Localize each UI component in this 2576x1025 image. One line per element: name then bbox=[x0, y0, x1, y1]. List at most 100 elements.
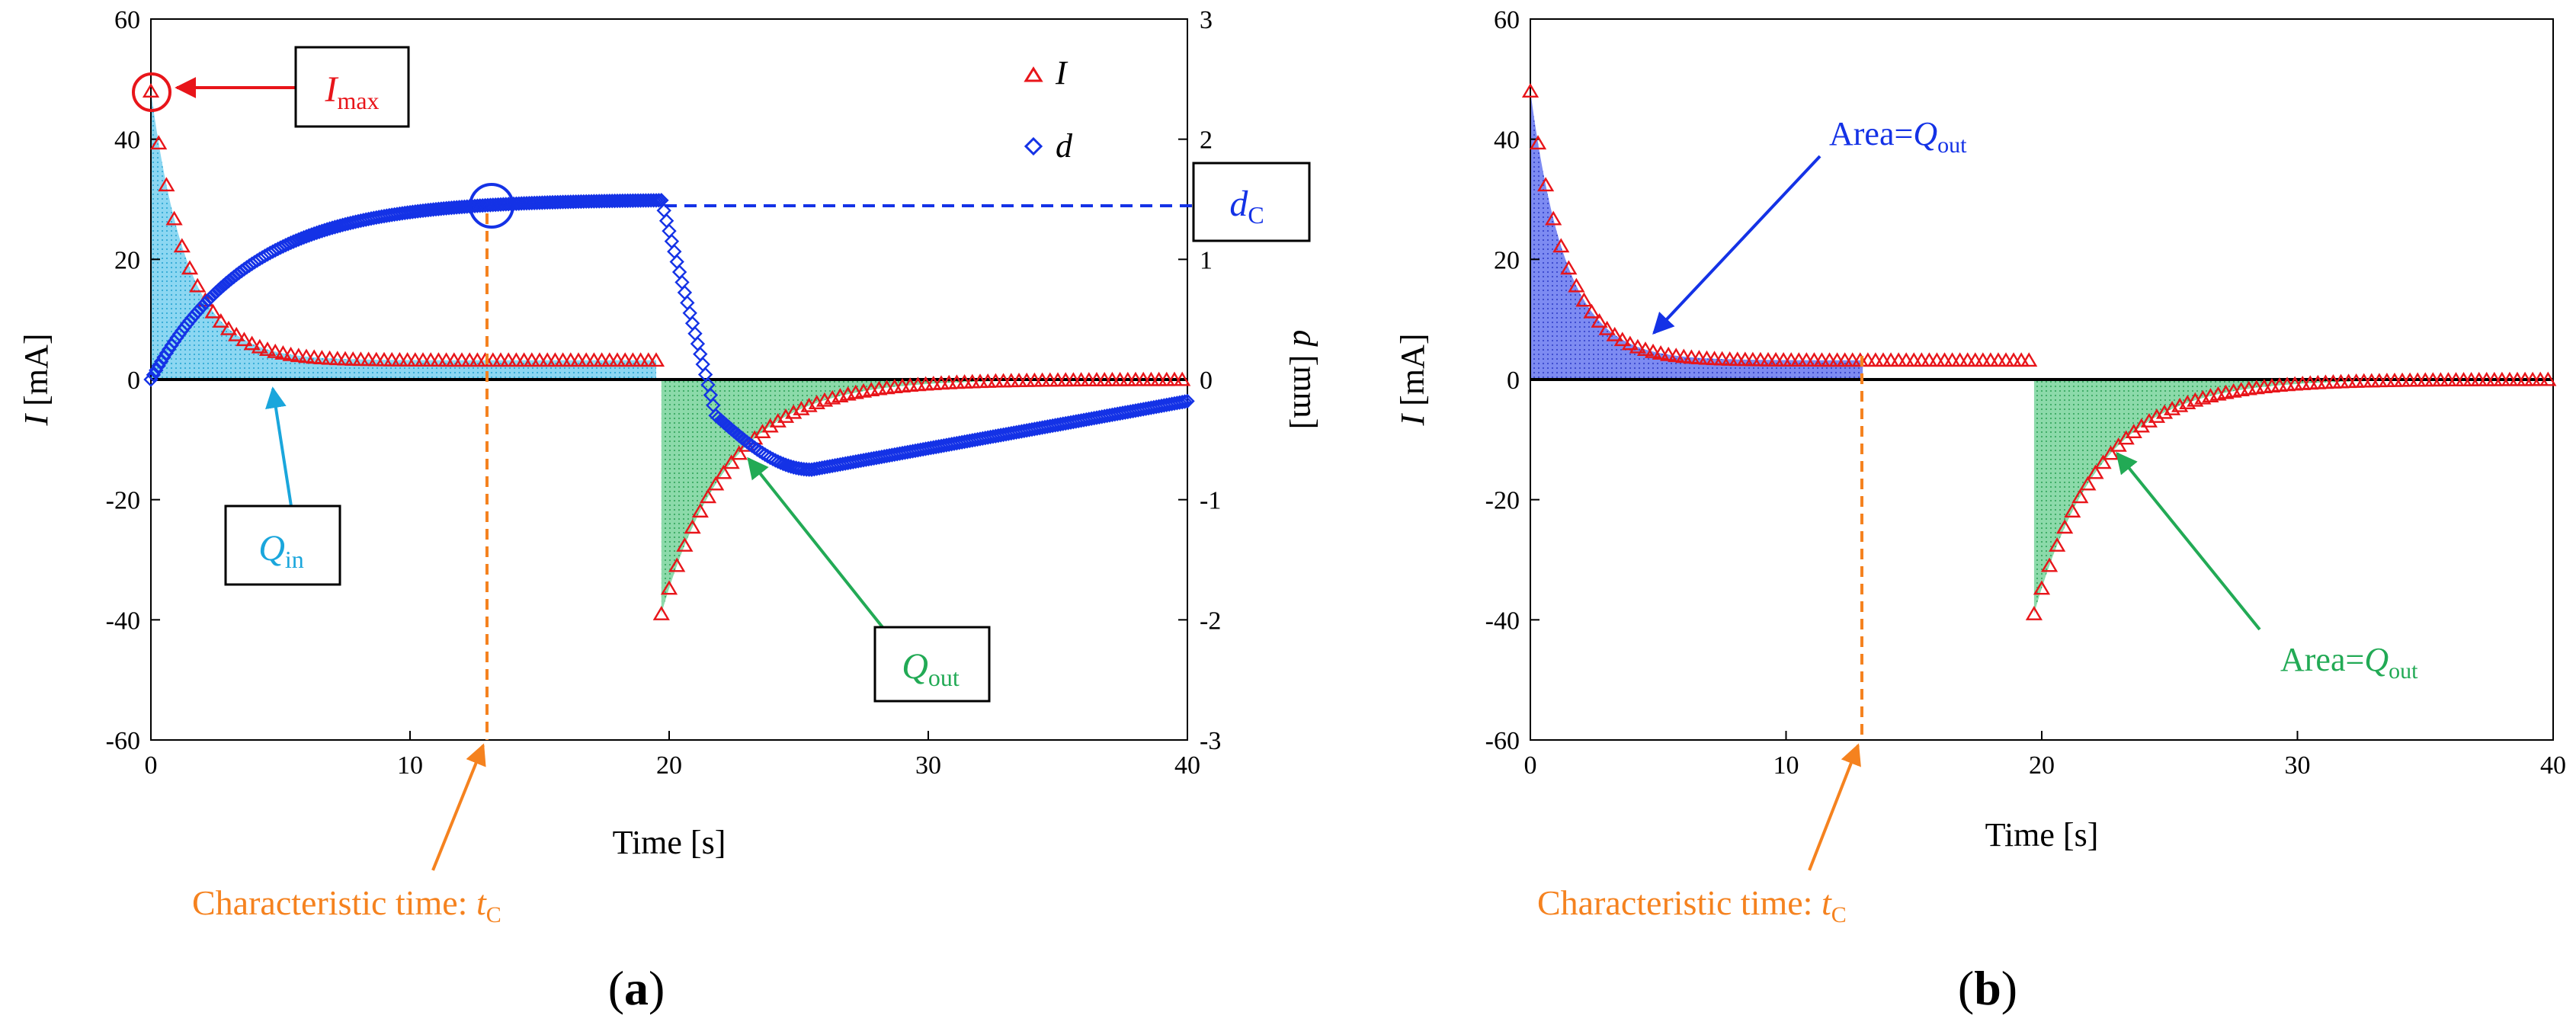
current-marker bbox=[150, 135, 168, 150]
current-marker bbox=[722, 454, 740, 469]
current-marker bbox=[2020, 352, 2038, 367]
displacement-marker bbox=[780, 458, 796, 473]
current-marker bbox=[2071, 488, 2089, 504]
imax-label: Imax bbox=[324, 69, 379, 114]
current-marker bbox=[1683, 349, 1700, 364]
panel-b-x-tick-label: 0 bbox=[1524, 751, 1537, 780]
current-marker bbox=[2087, 464, 2104, 479]
panel-b-charge-in-area bbox=[1530, 91, 1863, 380]
current-marker bbox=[1606, 326, 1623, 341]
panel-a-figure-label: (a) bbox=[608, 961, 665, 1015]
panel-a-x-tick-label: 40 bbox=[1174, 751, 1200, 780]
current-marker bbox=[2049, 537, 2066, 552]
current-marker bbox=[1583, 303, 1600, 319]
current-marker bbox=[2056, 519, 2074, 534]
current-marker bbox=[1545, 210, 1562, 226]
current-marker bbox=[1537, 177, 1555, 192]
current-marker bbox=[2102, 445, 2119, 460]
dc-circle bbox=[469, 183, 514, 229]
current-marker bbox=[1613, 332, 1631, 347]
current-marker bbox=[1552, 238, 1570, 253]
panel-a-axes: 0 10 20 30 40 -60 -40 -20 0 20 40 60 -3 -2 -1 0 1 2 3 bbox=[106, 6, 1222, 780]
qin-box bbox=[224, 504, 341, 586]
area-out-arrow bbox=[2116, 451, 2261, 631]
displacement-marker bbox=[662, 223, 677, 239]
current-marker bbox=[2094, 454, 2112, 469]
panel-a-y-tick-label: 20 bbox=[114, 246, 140, 274]
current-marker bbox=[282, 346, 300, 361]
current-marker bbox=[1591, 312, 1608, 328]
displacement-marker bbox=[149, 363, 164, 378]
displacement-marker bbox=[151, 358, 166, 373]
current-marker bbox=[212, 312, 229, 328]
current-marker bbox=[668, 557, 686, 572]
current-marker bbox=[158, 177, 175, 192]
panel-a-x-tick-label: 20 bbox=[656, 751, 682, 780]
panel-a-y2-tick-label: 0 bbox=[1200, 367, 1213, 395]
current-marker bbox=[1598, 320, 1616, 335]
displacement-marker bbox=[146, 367, 162, 383]
current-marker bbox=[243, 335, 261, 351]
dc-label: dC bbox=[1229, 184, 1264, 229]
displacement-marker bbox=[296, 229, 312, 245]
current-marker bbox=[165, 210, 183, 226]
current-marker bbox=[1560, 260, 1578, 275]
legend-current-label: I bbox=[1055, 54, 1069, 91]
displacement-marker bbox=[153, 354, 169, 370]
qin-arrow bbox=[265, 386, 293, 507]
displacement-marker bbox=[1172, 395, 1187, 410]
displacement-marker bbox=[674, 274, 690, 290]
current-marker bbox=[1521, 83, 1540, 98]
panel-a-x-tick-label: 0 bbox=[145, 751, 158, 780]
current-marker bbox=[730, 445, 748, 460]
displacement-marker bbox=[312, 224, 327, 239]
panel-b-xlabel: Time [s] bbox=[1985, 816, 2099, 854]
current-marker bbox=[1644, 343, 1662, 358]
current-marker bbox=[769, 412, 787, 428]
displacement-marker bbox=[1174, 394, 1190, 410]
displacement-marker bbox=[684, 316, 700, 331]
current-marker bbox=[2110, 437, 2127, 452]
legend-diamond-marker bbox=[1024, 136, 1043, 156]
panel-a-ylabel-left: I [mA] bbox=[18, 334, 55, 427]
current-marker bbox=[2079, 476, 2097, 491]
current-marker bbox=[1629, 338, 1647, 354]
current-marker bbox=[1575, 292, 1593, 307]
panel-b-x-tick-label: 10 bbox=[1773, 751, 1799, 780]
qin-annotation: Qin bbox=[224, 386, 341, 586]
panel-b-x-tick-label: 40 bbox=[2540, 751, 2566, 780]
displacement-marker bbox=[314, 223, 330, 239]
panel-a-y2-tick-label: 3 bbox=[1200, 6, 1213, 34]
panel-b-y-tick-label: -20 bbox=[1485, 487, 1520, 515]
panel-a-y2-tick-label: 2 bbox=[1200, 127, 1213, 155]
current-marker bbox=[181, 260, 199, 275]
current-marker bbox=[647, 352, 665, 367]
displacement-marker bbox=[304, 227, 319, 242]
current-marker bbox=[258, 341, 277, 356]
current-marker bbox=[321, 350, 338, 365]
tc-arrow-b bbox=[1808, 743, 1861, 871]
current-marker bbox=[2140, 412, 2158, 428]
current-marker bbox=[1660, 346, 1677, 361]
imax-circle bbox=[132, 72, 171, 112]
panel-a-y-tick-label: -60 bbox=[106, 727, 140, 755]
dc-box bbox=[1192, 162, 1311, 242]
displacement-marker bbox=[690, 336, 706, 351]
qin-label: Qin bbox=[258, 528, 304, 573]
displacement-marker bbox=[677, 285, 693, 300]
panel-b-series bbox=[1521, 83, 2557, 620]
panel-a-fills bbox=[151, 91, 1187, 614]
current-marker bbox=[313, 350, 331, 365]
panel-b-y-tick-label: 60 bbox=[1494, 6, 1520, 34]
legend-disp-label: d bbox=[1056, 127, 1073, 165]
current-marker bbox=[2025, 605, 2043, 620]
current-marker bbox=[1668, 348, 1685, 363]
panel-b-y-tick-label: -60 bbox=[1485, 727, 1520, 755]
current-marker bbox=[1652, 345, 1670, 360]
panel-b-x-tick-label: 30 bbox=[2285, 751, 2311, 780]
displacement-marker bbox=[783, 459, 799, 474]
panel-b-ylabel-left: I [mA] bbox=[1394, 334, 1431, 427]
current-marker bbox=[219, 320, 238, 335]
current-marker bbox=[2040, 557, 2059, 572]
area-in-arrow bbox=[1652, 155, 1821, 335]
